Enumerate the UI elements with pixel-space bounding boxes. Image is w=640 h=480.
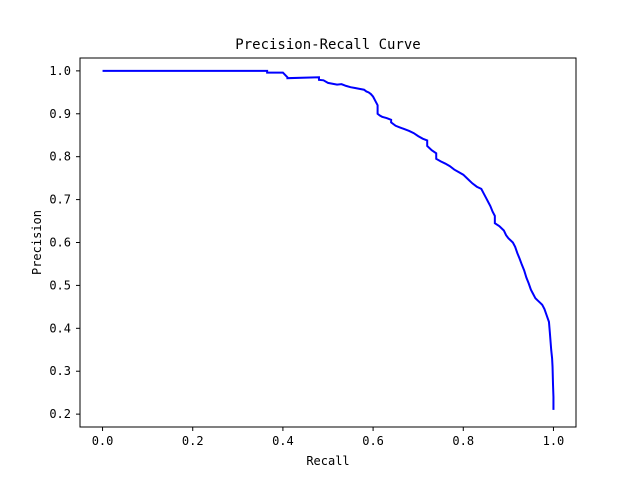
chart-title: Precision-Recall Curve (235, 37, 420, 53)
x-tick-label: 0.6 (362, 434, 384, 448)
y-tick-label: 1.0 (49, 64, 71, 78)
x-axis: 0.0 0.2 0.4 0.6 0.8 1.0 (92, 427, 565, 448)
x-tick-label: 0.4 (272, 434, 294, 448)
x-tick-label: 0.2 (182, 434, 204, 448)
y-tick-label: 0.4 (49, 321, 71, 335)
y-tick-label: 0.6 (49, 236, 71, 250)
y-tick-label: 0.8 (49, 150, 71, 164)
y-axis-label: Precision (30, 210, 44, 275)
x-axis-label: Recall (306, 454, 349, 468)
y-axis: 0.2 0.3 0.4 0.5 0.6 0.7 0.8 0.9 1.0 (49, 64, 80, 421)
plot-area-frame (80, 58, 576, 427)
precision-recall-line (103, 71, 554, 410)
x-tick-label: 0.0 (92, 434, 114, 448)
x-tick-label: 0.8 (452, 434, 474, 448)
y-tick-label: 0.5 (49, 278, 71, 292)
y-tick-label: 0.3 (49, 364, 71, 378)
y-tick-label: 0.9 (49, 107, 71, 121)
x-tick-label: 1.0 (543, 434, 565, 448)
y-tick-label: 0.7 (49, 193, 71, 207)
y-tick-label: 0.2 (49, 407, 71, 421)
